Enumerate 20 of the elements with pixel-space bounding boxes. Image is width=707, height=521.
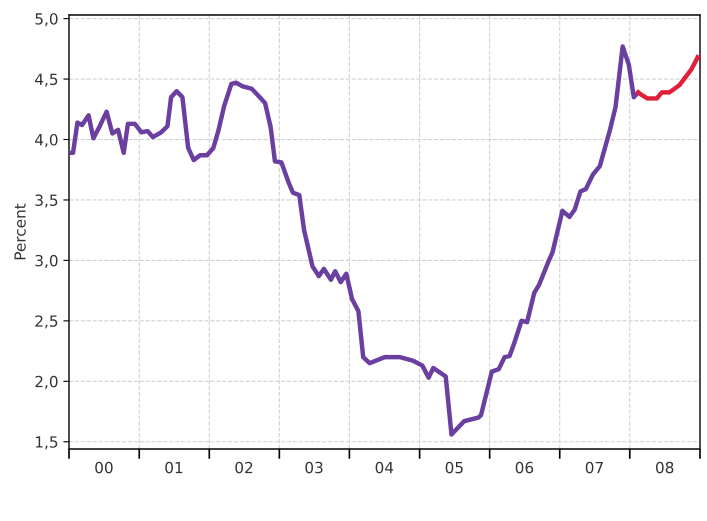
y-tick-label: 4,5 xyxy=(35,74,58,87)
line-series xyxy=(69,44,640,437)
y-tick-label: 4,0 xyxy=(35,134,58,148)
x-tick-label: 00 xyxy=(95,462,113,474)
x-tick-label: 01 xyxy=(165,462,182,474)
x-tick-label: 02 xyxy=(235,462,252,474)
x-tick-label: 07 xyxy=(586,462,603,474)
line-series xyxy=(636,55,700,101)
x-tick-label: 08 xyxy=(656,462,674,474)
y-tick-label: 5,0 xyxy=(35,13,58,26)
x-tick-label: 05 xyxy=(446,462,463,474)
y-tick-label: 1,5 xyxy=(36,436,58,450)
y-tick-label: 3,5 xyxy=(35,194,58,208)
y-tick-label: 3,0 xyxy=(35,254,58,268)
y-tick-label: 2,0 xyxy=(35,376,58,389)
x-tick-label: 04 xyxy=(376,462,394,474)
y-tick-label: 2,5 xyxy=(35,315,58,328)
y-axis-title: Percent xyxy=(14,204,26,260)
x-tick-label: 06 xyxy=(516,462,534,474)
x-tick-label: 03 xyxy=(305,462,323,474)
